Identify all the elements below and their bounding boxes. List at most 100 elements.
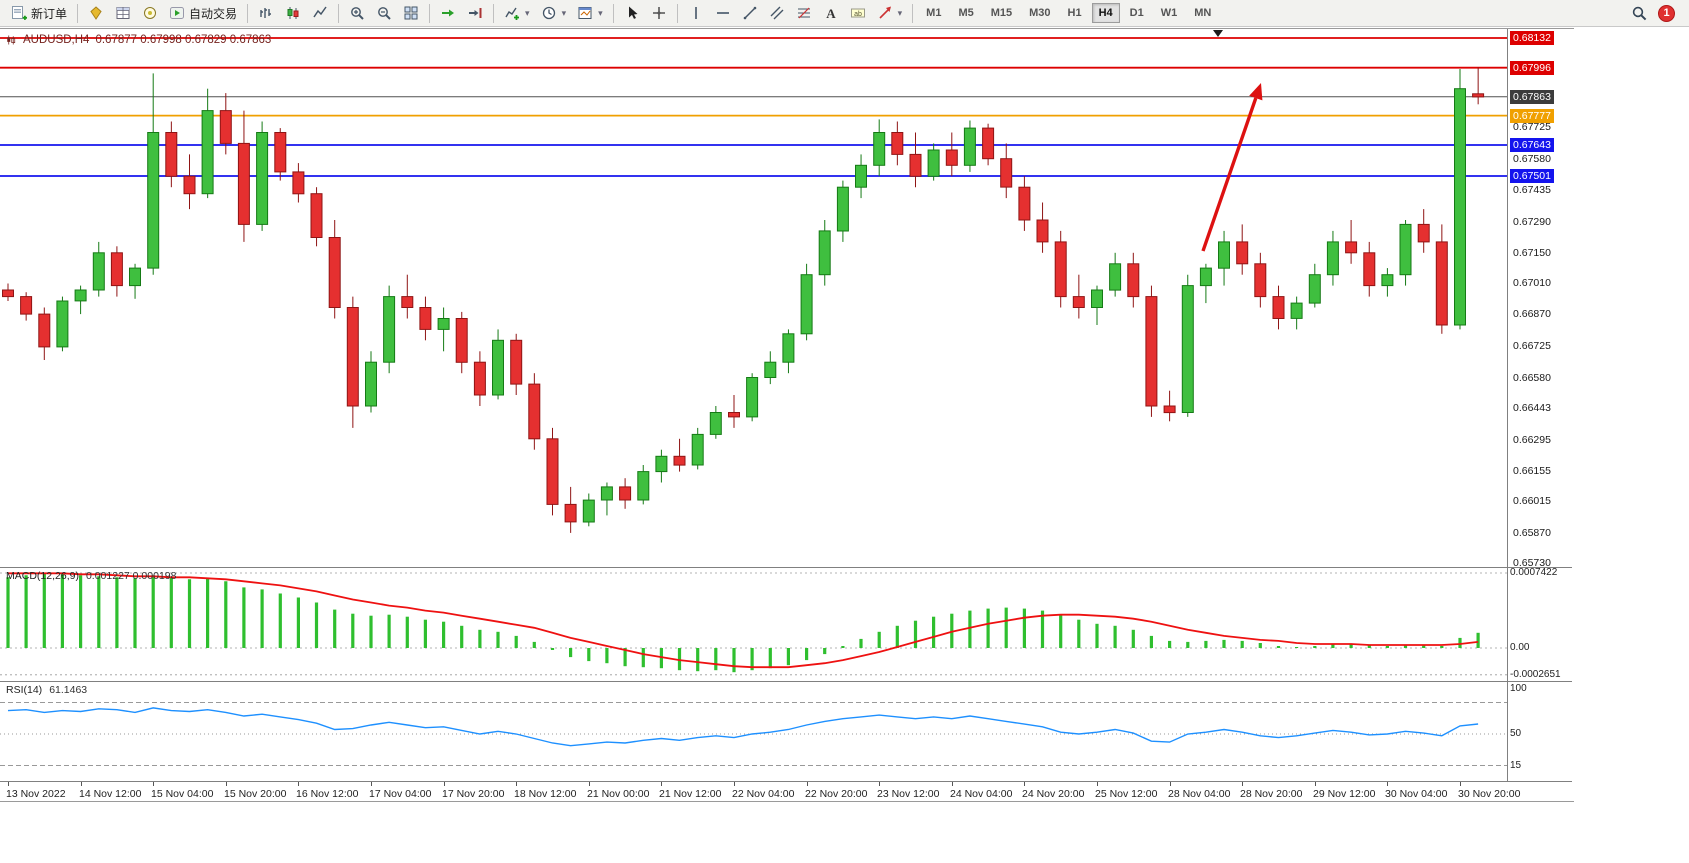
chart-shift-button[interactable] bbox=[462, 2, 488, 24]
rsi-name: RSI(14) bbox=[6, 684, 43, 696]
rsi-panel[interactable] bbox=[0, 682, 1507, 781]
time-axis-tick bbox=[1315, 782, 1316, 786]
price-axis[interactable]: 0.68132 0.67996 0.67863 0.67777 0.67725 0.676… bbox=[1508, 29, 1574, 781]
time-axis-label: 13 Nov 2022 bbox=[6, 788, 66, 800]
price-level-label[interactable]: 0.68132 bbox=[1510, 31, 1554, 45]
timeframe-mn-button[interactable]: MN bbox=[1194, 7, 1212, 19]
time-axis-tick bbox=[298, 782, 299, 786]
candlestick-chart-button[interactable] bbox=[280, 2, 306, 24]
time-axis-tick bbox=[371, 782, 372, 786]
price-chart-plot[interactable] bbox=[0, 29, 1507, 567]
channel-button[interactable] bbox=[764, 2, 790, 24]
chart-shift-marker[interactable] bbox=[1213, 30, 1223, 37]
dropdown-caret-icon: ▾ bbox=[897, 7, 903, 18]
timeframe-h4-button[interactable]: H4 bbox=[1091, 3, 1120, 23]
price-level-label[interactable]: 0.67777 bbox=[1510, 109, 1554, 123]
autotrading-button-label: 自动交易 bbox=[189, 6, 238, 21]
time-axis-tick bbox=[734, 782, 735, 786]
chart-window-icon bbox=[7, 35, 16, 45]
notification-badge[interactable]: 1 bbox=[1658, 4, 1675, 22]
time-axis-tick bbox=[1024, 782, 1025, 786]
zoom-in-button[interactable] bbox=[344, 2, 370, 24]
time-axis-label: 17 Nov 04:00 bbox=[369, 788, 432, 800]
timeframe-h1-button[interactable]: H1 bbox=[1067, 7, 1082, 19]
dropdown-caret-icon: ▾ bbox=[561, 7, 567, 18]
time-axis[interactable]: 13 Nov 2022 14 Nov 12:00 15 Nov 04:00 15 No… bbox=[0, 781, 1572, 802]
vertical-line-button[interactable] bbox=[683, 2, 709, 24]
macd-axis-label: -0.0002651 bbox=[1510, 669, 1561, 680]
rsi-axis-label: 50 bbox=[1510, 728, 1522, 739]
tile-windows-button[interactable] bbox=[398, 2, 424, 24]
timeframe-m15-button[interactable]: M15 bbox=[990, 7, 1013, 19]
chart-profiles-button[interactable] bbox=[83, 2, 109, 24]
horizontal-line-button[interactable] bbox=[710, 2, 736, 24]
bar-chart-button[interactable] bbox=[253, 2, 279, 24]
time-axis-tick bbox=[153, 782, 154, 786]
trendline-button[interactable] bbox=[737, 2, 763, 24]
timeframe-m5-button[interactable]: M5 bbox=[958, 7, 974, 19]
time-axis-label: 17 Nov 20:00 bbox=[442, 788, 505, 800]
periods-button[interactable]: ▾ bbox=[536, 2, 572, 24]
time-axis-tick bbox=[1460, 782, 1461, 786]
timeframe-w1-button[interactable]: W1 bbox=[1160, 7, 1178, 19]
horizontal-level-lines[interactable] bbox=[0, 37, 1507, 177]
macd-panel[interactable] bbox=[0, 568, 1507, 681]
rsi-axis-label: 15 bbox=[1510, 760, 1522, 771]
rsi-axis-label: 100 bbox=[1510, 683, 1527, 694]
time-axis-label: 18 Nov 12:00 bbox=[514, 788, 577, 800]
time-axis-tick bbox=[8, 782, 9, 786]
time-axis-label: 28 Nov 20:00 bbox=[1240, 788, 1303, 800]
chart-window: AUDUSD,H4 0.67877 0.67998 0.67829 0.6786… bbox=[0, 28, 1574, 802]
timeframe-m1-button[interactable]: M1 bbox=[926, 7, 942, 19]
indicators-button[interactable]: ▾ bbox=[499, 2, 535, 24]
crosshair-button[interactable] bbox=[646, 2, 672, 24]
price-axis-tick: 0.66870 bbox=[1513, 308, 1551, 320]
search-button[interactable] bbox=[1626, 2, 1652, 24]
new-order-button[interactable]: 新订单 bbox=[6, 2, 72, 24]
zoom-out-button[interactable] bbox=[371, 2, 397, 24]
trendline-icon bbox=[743, 6, 756, 20]
price-level-label[interactable]: 0.67501 bbox=[1510, 169, 1554, 183]
channel-icon bbox=[770, 6, 784, 20]
rsi-panel-splitter[interactable] bbox=[0, 681, 1572, 682]
trend-arrow-annotation[interactable] bbox=[1201, 83, 1263, 252]
price-axis-tick: 0.66443 bbox=[1513, 402, 1551, 414]
macd-panel-splitter[interactable] bbox=[0, 567, 1572, 568]
macd-axis-label: 0.00 bbox=[1510, 642, 1530, 653]
chart-title: AUDUSD,H4 0.67877 0.67998 0.67829 0.6786… bbox=[5, 34, 271, 46]
toolbar-separator bbox=[493, 3, 495, 23]
timeframe-m30-button[interactable]: M30 bbox=[1029, 7, 1051, 19]
timeframe-d1-button[interactable]: D1 bbox=[1129, 7, 1144, 19]
price-level-label[interactable]: 0.67863 bbox=[1510, 90, 1554, 104]
fibonacci-button[interactable] bbox=[791, 2, 817, 24]
cursor-button[interactable] bbox=[619, 2, 645, 24]
auto-scroll-button[interactable] bbox=[435, 2, 461, 24]
time-axis-label: 24 Nov 04:00 bbox=[950, 788, 1013, 800]
time-axis-label: 16 Nov 12:00 bbox=[296, 788, 359, 800]
time-axis-tick bbox=[952, 782, 953, 786]
market-watch-button[interactable] bbox=[110, 2, 136, 24]
search-icon bbox=[1632, 6, 1647, 21]
rsi-line bbox=[7, 707, 1479, 747]
navigator-button[interactable] bbox=[137, 2, 163, 24]
toolbar-separator bbox=[912, 3, 914, 23]
price-axis-tick: 0.66295 bbox=[1513, 434, 1551, 446]
dropdown-caret-icon: ▾ bbox=[598, 7, 603, 18]
time-axis-label: 22 Nov 20:00 bbox=[805, 788, 868, 800]
toolbar-separator bbox=[676, 3, 678, 23]
price-level-label[interactable]: 0.67643 bbox=[1510, 138, 1554, 152]
templates-button[interactable]: ▾ bbox=[572, 2, 608, 24]
navigator-icon bbox=[144, 7, 157, 19]
price-level-label[interactable]: 0.67996 bbox=[1510, 61, 1554, 75]
line-chart-button[interactable] bbox=[307, 2, 333, 24]
price-axis-tick: 0.66725 bbox=[1513, 340, 1551, 352]
time-axis-label: 24 Nov 20:00 bbox=[1022, 788, 1085, 800]
ohlc-values: 0.67877 0.67998 0.67829 0.67863 bbox=[95, 34, 272, 46]
text-label-button[interactable]: ab bbox=[845, 2, 871, 24]
arrows-button[interactable]: ▾ bbox=[872, 2, 908, 24]
time-axis-label: 30 Nov 04:00 bbox=[1385, 788, 1448, 800]
autotrading-button[interactable]: 自动交易 bbox=[164, 2, 242, 24]
clock-icon bbox=[542, 6, 555, 20]
text-button[interactable]: A bbox=[818, 2, 844, 24]
macd-values: 0.001227 0.000198 bbox=[85, 570, 177, 582]
